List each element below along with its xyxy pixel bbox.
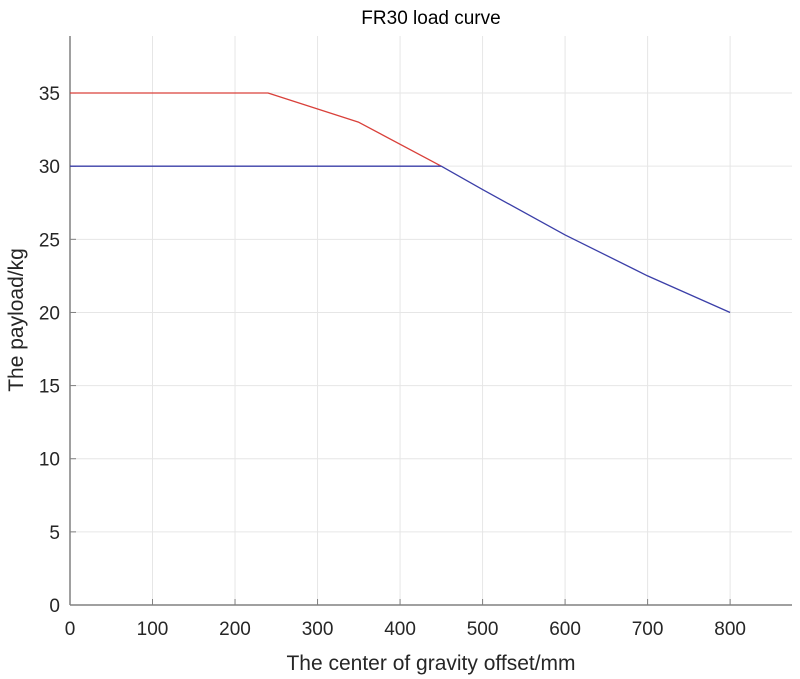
y-tick-label: 0 [49,596,60,617]
data-series [70,92,731,314]
y-tick-label: 20 [39,303,60,324]
x-tick-label: 700 [632,619,664,640]
grid-lines [70,36,792,605]
x-tick-label: 600 [549,619,581,640]
x-tick-label: 300 [302,619,334,640]
x-axis-label: The center of gravity offset/mm [286,652,575,675]
tick-labels: 0 100 200 300 400 500 600 700 800 0 5 10 15 20 25 30 35 [39,84,746,640]
y-tick-label: 25 [39,230,60,251]
x-tick-label: 0 [65,619,76,640]
x-tick-label: 500 [467,619,499,640]
series-line-1 [70,165,731,314]
x-tick-label: 800 [714,619,746,640]
y-tick-label: 10 [39,450,60,471]
y-tick-label: 30 [39,157,60,178]
x-tick-label: 400 [384,619,416,640]
y-tick-label: 5 [49,523,60,544]
series-line-0 [70,92,442,167]
chart-title: FR30 load curve [361,8,500,29]
y-axis-label: The payload/kg [5,248,28,392]
x-tick-label: 200 [219,619,251,640]
y-tick-label: 15 [39,377,60,398]
y-tick-label: 35 [39,84,60,105]
axes [69,36,792,606]
x-tick-label: 100 [137,619,169,640]
